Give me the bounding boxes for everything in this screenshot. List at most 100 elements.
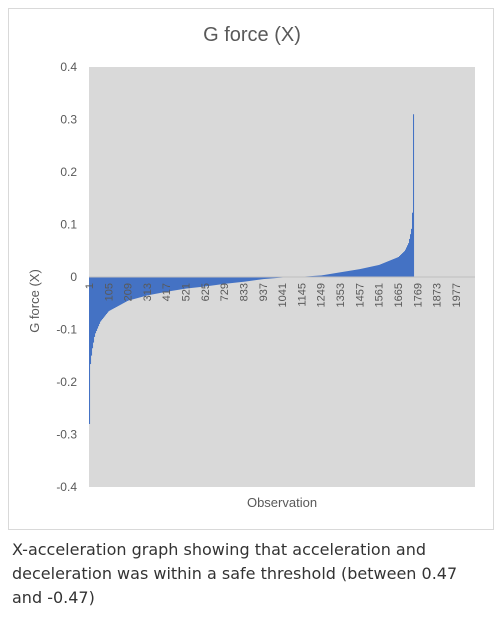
bar [347,271,349,277]
y-tick-label: -0.2 [56,375,77,389]
bar [413,114,415,277]
bar [339,272,341,277]
bar [268,277,270,279]
x-tick-label: 1769 [412,283,424,307]
bar [377,265,379,277]
bar [182,277,184,290]
bar [318,275,320,277]
bar [223,277,225,284]
bar [140,277,142,298]
bar [320,275,322,277]
bar [330,273,332,277]
bar [255,277,257,281]
bar [327,274,329,277]
bar [171,277,173,291]
bar [122,277,124,304]
bar [119,277,121,306]
bar [334,273,336,277]
bar [177,277,179,290]
bar [358,269,360,277]
bar [269,277,271,279]
bar [218,277,220,285]
bar [123,277,125,304]
bar [138,277,140,298]
bar [192,277,194,288]
bar [230,277,232,284]
bar [381,263,383,277]
bar [203,277,205,287]
bar [132,277,134,300]
bar [266,277,268,279]
bar [336,272,338,277]
bar [117,277,119,307]
bar [356,269,358,277]
bar [146,277,148,296]
bar [104,277,106,317]
bar [107,277,109,313]
bar [260,277,262,280]
bar [206,277,208,287]
bar [238,277,240,283]
bar [251,277,253,281]
bar [160,277,162,293]
bar [219,277,221,285]
bar [181,277,183,290]
bar [267,277,269,279]
bar [174,277,176,291]
bar [398,257,400,277]
bar [108,277,110,312]
bar [250,277,252,281]
bar [365,267,367,277]
bar [205,277,207,287]
bar [258,277,260,280]
bar [97,277,99,329]
bar [395,258,397,277]
bar [257,277,259,280]
bar [315,275,317,277]
bar [375,265,377,277]
bar [404,251,406,277]
bar [133,277,135,300]
bar [129,277,131,301]
bar [211,277,213,286]
bar [161,277,163,293]
bar [153,277,155,295]
x-tick-label: 833 [238,283,250,301]
bar [319,275,321,277]
bar [187,277,189,289]
bar [317,275,319,277]
bar [168,277,170,292]
bar [387,261,389,277]
bar [127,277,129,301]
bar [322,275,324,277]
bar [141,277,143,297]
bar [328,274,330,277]
bar [349,270,351,277]
bar [103,277,105,318]
bar [164,277,166,293]
bar [204,277,206,287]
bar [112,277,114,310]
bar [165,277,167,292]
x-tick-label: 1145 [296,283,308,307]
bar [212,277,214,286]
bar [144,277,146,297]
bar [101,277,103,321]
bar [263,277,265,280]
bar [244,277,246,282]
bar [92,277,94,349]
bar [240,277,242,283]
bar [213,277,215,286]
bar [131,277,133,300]
bar [402,253,404,277]
bar [324,274,326,277]
bar [94,277,96,337]
x-tick-label: 1249 [316,283,328,307]
figure-caption: X-acceleration graph showing that accele… [12,540,458,607]
bar [113,277,115,309]
bar [209,277,211,286]
bar [361,268,363,277]
x-tick-label: 1041 [277,283,289,307]
bar [357,269,359,277]
bar [145,277,147,296]
